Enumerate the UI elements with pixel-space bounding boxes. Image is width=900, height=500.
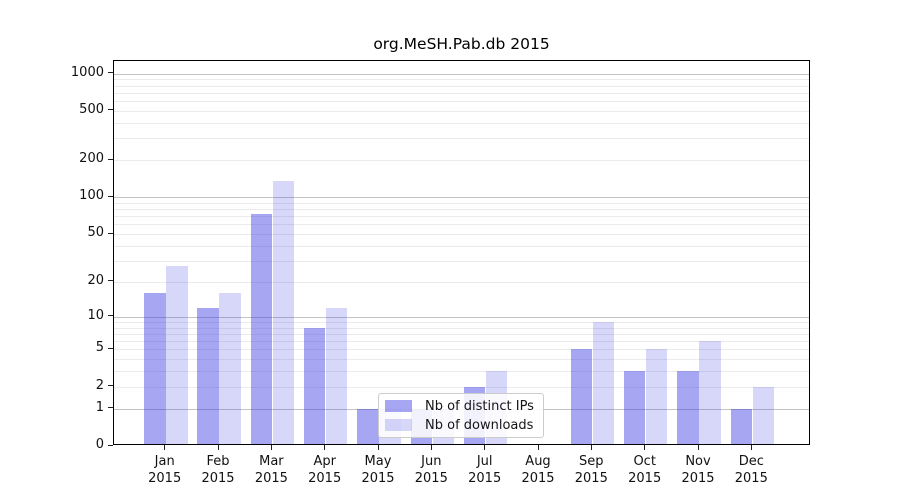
gridline-minor [114, 281, 809, 283]
x-tick-label-apr: Apr 2015 [308, 454, 342, 486]
gridline-minor [114, 209, 809, 211]
bar-downloads-nov [699, 341, 721, 444]
gridline-minor [114, 333, 809, 335]
gridline-minor [114, 110, 809, 112]
x-axis-tick [430, 445, 432, 450]
x-tick-label-jan: Jan 2015 [148, 454, 182, 486]
bar-ips-mar [250, 213, 273, 444]
y-tick-label: 50 [87, 225, 104, 240]
gridline-major [114, 197, 809, 199]
x-axis-tick [537, 445, 539, 450]
gridline-major [114, 73, 809, 75]
legend-label-distinct-ips: Nb of distinct IPs [425, 398, 534, 414]
bar-ips-sep [570, 349, 593, 444]
bar-ips-dec [730, 408, 753, 444]
gridline-minor [114, 216, 809, 218]
bar-ips-oct [623, 371, 646, 444]
y-tick-label: 500 [79, 101, 104, 117]
x-tick-label-mar: Mar 2015 [254, 454, 288, 486]
legend-label-downloads: Nb of downloads [425, 417, 534, 433]
chart-title: org.MeSH.Pab.db 2015 [373, 35, 550, 53]
y-tick-label: 1 [95, 399, 104, 415]
y-tick-label: 10 [87, 307, 104, 323]
bar-downloads-feb [219, 293, 241, 444]
legend-row-distinct-ips: Nb of distinct IPs [385, 399, 537, 414]
gridline-minor [114, 327, 809, 329]
x-tick-label-oct: Oct 2015 [628, 454, 662, 486]
gridline-minor [114, 349, 809, 351]
gridline-minor [114, 202, 809, 204]
gridline-minor [114, 160, 809, 162]
x-axis-tick [750, 445, 752, 450]
bar-ips-may [357, 408, 379, 444]
gridline-minor [114, 321, 809, 323]
bar-ips-feb [197, 307, 219, 444]
x-axis-tick [697, 445, 699, 450]
bar-ips-jan [144, 293, 166, 444]
bar-ips-apr [303, 327, 326, 444]
x-tick-label-feb: Feb 2015 [201, 454, 235, 486]
gridline-minor [114, 85, 809, 87]
y-tick-label: 2 [95, 377, 104, 393]
gridline-major [114, 316, 809, 318]
bar-downloads-jan [166, 266, 188, 444]
gridline-minor [114, 234, 809, 235]
bar-downloads-mar [272, 181, 295, 444]
bar-downloads-sep [592, 321, 615, 444]
legend-swatch-downloads [385, 419, 412, 431]
x-tick-label-aug: Aug 2015 [521, 454, 555, 486]
x-axis-tick [217, 445, 219, 450]
legend: Nb of distinct IPs Nb of downloads [378, 393, 544, 438]
bar-downloads-apr [325, 307, 348, 444]
x-axis-tick [590, 445, 592, 450]
y-tick-label: 100 [79, 188, 104, 204]
gridline-minor [114, 224, 809, 226]
gridline-minor [114, 359, 809, 361]
gridline-minor [114, 371, 809, 373]
x-axis-tick [377, 445, 379, 450]
bar-downloads-dec [752, 386, 775, 444]
y-tick-label: 5 [95, 340, 104, 356]
bar-ips-nov [677, 371, 699, 444]
bar-downloads-oct [645, 349, 668, 444]
x-tick-label-dec: Dec 2015 [734, 454, 768, 486]
x-axis-tick [484, 445, 486, 450]
gridline-minor [114, 92, 809, 94]
y-tick-label: 20 [87, 272, 104, 288]
x-axis-tick [644, 445, 646, 450]
x-axis-tick [270, 445, 272, 450]
y-tick-label: 200 [79, 151, 104, 167]
x-tick-label-sep: Sep 2015 [574, 454, 608, 486]
x-axis-tick [324, 445, 326, 450]
plot-area [113, 60, 810, 445]
gridline-minor [114, 79, 809, 81]
gridline-minor [114, 245, 809, 247]
gridline-minor [114, 122, 809, 124]
y-tick-label: 0 [95, 437, 104, 452]
gridline-minor [114, 138, 809, 140]
x-tick-label-may: May 2015 [361, 454, 395, 486]
x-axis-tick [164, 445, 166, 450]
legend-row-downloads: Nb of downloads [385, 418, 537, 433]
y-tick-label: 1000 [70, 64, 104, 80]
legend-swatch-distinct-ips [385, 400, 412, 412]
x-tick-label-nov: Nov 2015 [681, 454, 715, 486]
gridline-minor [114, 260, 809, 262]
gridline-minor [114, 386, 809, 388]
gridline-minor [114, 101, 809, 102]
x-tick-label-jul: Jul 2015 [468, 454, 502, 486]
x-tick-label-jun: Jun 2015 [414, 454, 448, 486]
gridline-minor [114, 341, 809, 343]
